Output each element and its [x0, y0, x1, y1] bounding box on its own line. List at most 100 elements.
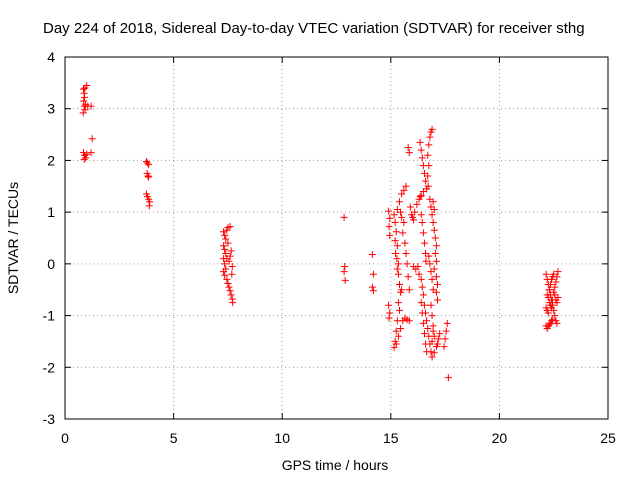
data-point [145, 202, 153, 210]
data-point [545, 286, 553, 294]
data-point [83, 81, 91, 89]
y-tick-label: -3 [43, 411, 56, 427]
data-point [427, 268, 435, 276]
data-point [542, 270, 550, 278]
data-point [431, 250, 439, 258]
data-point [227, 247, 235, 255]
data-point [418, 218, 426, 226]
data-point [341, 276, 349, 284]
data-point [415, 270, 423, 278]
data-point [406, 203, 414, 211]
y-tick-label: -1 [43, 308, 56, 324]
data-point [81, 106, 89, 114]
data-point [551, 312, 559, 320]
data-point [222, 235, 230, 243]
data-point [394, 299, 402, 307]
data-point [385, 314, 393, 322]
y-tick-label: 2 [47, 152, 55, 168]
y-tick-label: 0 [47, 256, 55, 272]
data-point [425, 162, 433, 170]
data-point [442, 327, 450, 335]
data-point [419, 291, 427, 299]
data-point [417, 275, 425, 283]
x-tick-label: 5 [170, 430, 178, 446]
data-point [426, 260, 434, 268]
data-point [385, 207, 393, 215]
data-point [87, 149, 95, 157]
data-point [395, 281, 403, 289]
data-point [386, 214, 394, 222]
data-point [419, 229, 427, 237]
data-point [399, 229, 407, 237]
data-point [425, 141, 433, 149]
data-point [221, 260, 229, 268]
data-point [391, 218, 399, 226]
data-point [435, 335, 443, 343]
data-point [88, 135, 96, 143]
data-point [394, 332, 402, 340]
data-point [228, 262, 236, 270]
data-point [444, 374, 452, 382]
data-point [419, 319, 427, 327]
data-point [428, 337, 436, 345]
x-tick-label: 20 [492, 430, 508, 446]
data-point [420, 239, 428, 247]
data-point [391, 237, 399, 245]
data-point [404, 273, 412, 281]
data-point [393, 242, 401, 250]
data-point [553, 299, 561, 307]
data-point [428, 353, 436, 361]
data-point [433, 296, 441, 304]
data-point [411, 208, 419, 216]
data-point [83, 150, 91, 158]
data-point [422, 257, 430, 265]
data-point [413, 200, 421, 208]
data-point [430, 349, 438, 357]
data-point [220, 228, 228, 236]
data-point [417, 211, 425, 219]
data-point [431, 234, 439, 242]
y-tick-label: -2 [43, 359, 56, 375]
data-point [400, 186, 408, 194]
y-axis-label: SDTVAR / TECUs [5, 182, 21, 294]
data-point [424, 151, 432, 159]
data-point [430, 332, 438, 340]
x-tick-label: 25 [600, 430, 616, 446]
data-point [430, 226, 438, 234]
data-point [405, 149, 413, 157]
data-point [221, 231, 229, 239]
data-point [229, 299, 237, 307]
data-point [402, 250, 410, 258]
data-point [390, 344, 398, 352]
data-point [418, 283, 426, 291]
data-point [398, 286, 406, 294]
data-point [340, 213, 348, 221]
data-point [226, 287, 234, 295]
data-point [554, 293, 562, 301]
data-point [433, 281, 441, 289]
data-point [417, 192, 425, 200]
data-point [553, 319, 561, 327]
data-point [221, 245, 229, 253]
data-point [144, 159, 152, 167]
data-point [417, 146, 425, 154]
data-series [79, 81, 562, 382]
data-point [401, 239, 409, 247]
data-point [441, 335, 449, 343]
data-point [223, 255, 231, 263]
data-point [144, 172, 152, 180]
y-tick-label: 3 [47, 101, 55, 117]
data-point [443, 319, 451, 327]
data-point [82, 154, 90, 162]
data-point [395, 198, 403, 206]
data-point [394, 260, 402, 268]
data-point [394, 270, 402, 278]
data-point [432, 242, 440, 250]
data-point [227, 291, 235, 299]
data-point [403, 260, 411, 268]
data-point [432, 273, 440, 281]
data-point [145, 161, 153, 169]
y-tick-label: 4 [47, 49, 55, 65]
data-point [410, 216, 418, 224]
